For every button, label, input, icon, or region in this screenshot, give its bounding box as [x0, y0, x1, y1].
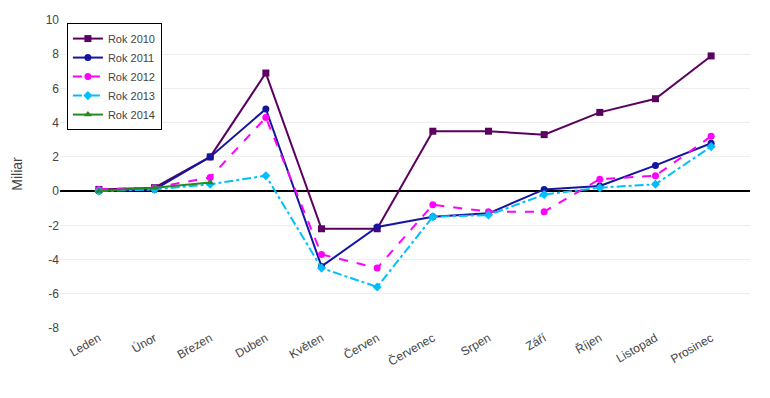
svg-text:-8: -8	[48, 321, 59, 335]
svg-text:6: 6	[52, 82, 59, 96]
svg-text:-2: -2	[48, 219, 59, 233]
svg-text:Srpen: Srpen	[458, 331, 493, 359]
svg-text:Duben: Duben	[233, 331, 271, 361]
svg-text:Březen: Březen	[175, 331, 215, 362]
svg-text:Rok 2014: Rok 2014	[108, 109, 155, 121]
svg-text:Červenec: Červenec	[385, 330, 437, 369]
svg-text:Únor: Únor	[129, 330, 159, 356]
svg-text:Rok 2010: Rok 2010	[108, 33, 155, 45]
svg-text:0: 0	[52, 184, 59, 198]
svg-text:Listopad: Listopad	[614, 331, 660, 366]
svg-text:Prosinec: Prosinec	[668, 331, 715, 366]
svg-text:-6: -6	[48, 287, 59, 301]
svg-text:Miliar: Miliar	[9, 157, 25, 191]
svg-text:Říjen: Říjen	[573, 330, 605, 357]
svg-text:Rok 2012: Rok 2012	[108, 71, 155, 83]
svg-text:-4: -4	[48, 253, 59, 267]
svg-text:Leden: Leden	[67, 331, 103, 360]
svg-text:10: 10	[46, 13, 60, 27]
svg-text:Rok 2011: Rok 2011	[108, 52, 154, 64]
svg-text:4: 4	[52, 116, 59, 130]
svg-text:8: 8	[52, 47, 59, 61]
svg-text:Září: Září	[523, 330, 549, 353]
svg-text:2: 2	[52, 150, 59, 164]
svg-text:Rok 2013: Rok 2013	[108, 90, 155, 102]
svg-text:Květen: Květen	[287, 331, 326, 362]
svg-text:Červen: Červen	[341, 330, 382, 362]
